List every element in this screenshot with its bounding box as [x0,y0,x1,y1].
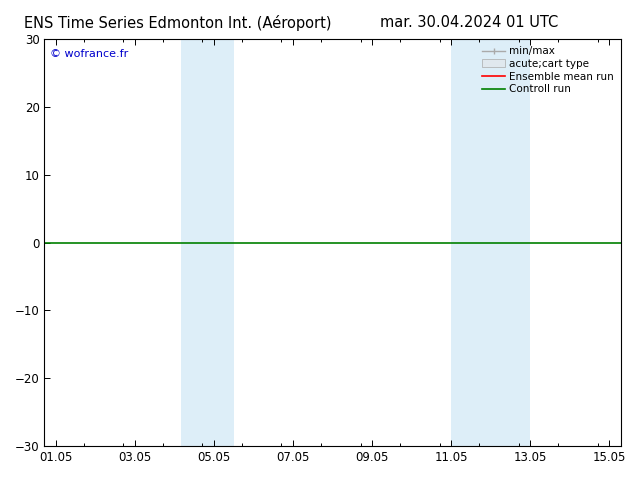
Bar [181,39,234,446]
Legend: min/max, acute;cart type, Ensemble mean run, Controll run: min/max, acute;cart type, Ensemble mean … [480,45,616,97]
Text: mar. 30.04.2024 01 UTC: mar. 30.04.2024 01 UTC [380,15,559,30]
Text: © wofrance.fr: © wofrance.fr [50,49,129,59]
Bar [451,39,531,446]
Text: ENS Time Series Edmonton Int. (Aéroport): ENS Time Series Edmonton Int. (Aéroport) [23,15,332,31]
